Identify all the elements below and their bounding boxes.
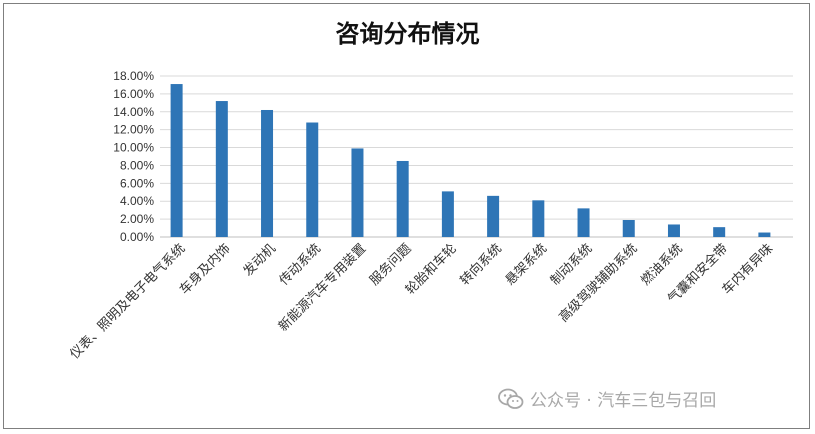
bar	[622, 220, 635, 237]
bar	[261, 109, 274, 237]
bar	[351, 148, 364, 237]
y-tick-label: 2.00%	[120, 212, 154, 226]
bar	[487, 195, 500, 237]
x-tick-label: 发动机	[240, 241, 279, 280]
watermark: 公众号 · 汽车三包与召回	[498, 386, 716, 411]
y-tick-label: 0.00%	[120, 230, 154, 244]
y-tick-label: 12.00%	[113, 123, 154, 137]
bar	[441, 191, 454, 237]
y-tick-label: 16.00%	[113, 87, 154, 101]
chart-title: 咨询分布情况	[335, 19, 480, 48]
x-tick-label: 仪表、照明及电子电气系统	[67, 241, 189, 363]
wechat-icon	[498, 388, 524, 409]
x-tick-label: 转向系统	[457, 241, 505, 289]
x-tick-label: 新能源汽车专用装置	[275, 241, 369, 335]
x-tick-label: 燃油系统	[638, 241, 686, 289]
watermark-text: 公众号 · 汽车三包与召回	[530, 391, 717, 411]
y-tick-label: 8.00%	[120, 158, 154, 172]
bar	[170, 84, 183, 237]
x-tick-label: 制动系统	[548, 241, 595, 288]
y-tick-label: 10.00%	[113, 141, 154, 155]
bar	[532, 200, 545, 237]
bar	[306, 122, 319, 237]
x-tick-label: 服务问题	[366, 241, 414, 289]
y-tick-label: 4.00%	[120, 194, 154, 208]
y-tick-label: 18.00%	[113, 69, 154, 83]
bar	[577, 208, 590, 237]
bar	[215, 101, 228, 238]
bar	[667, 224, 680, 237]
y-tick-label: 14.00%	[113, 105, 154, 119]
bar	[758, 232, 771, 237]
x-tick-label: 传动系统	[277, 241, 324, 288]
bar	[396, 160, 409, 237]
bar	[713, 227, 726, 237]
x-tick-label: 悬架系统	[503, 241, 550, 288]
x-tick-label: 高级驾驶辅助系统	[556, 241, 641, 326]
y-tick-label: 6.00%	[120, 176, 154, 190]
